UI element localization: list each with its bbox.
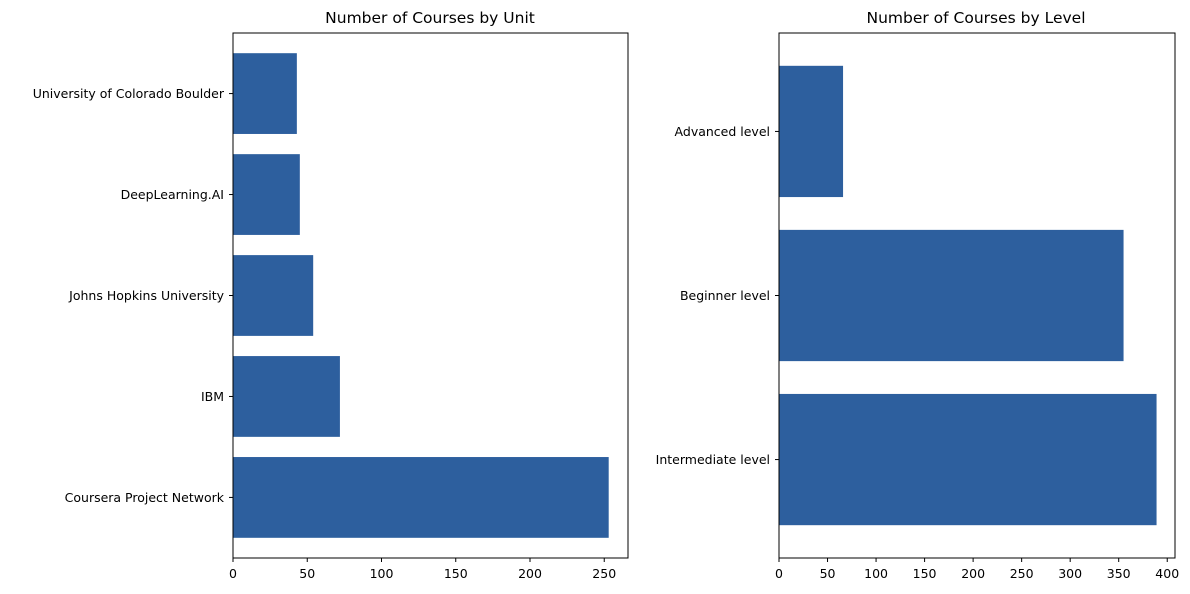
unit-xtick-label: 200 — [518, 566, 542, 581]
level-xtick-label: 0 — [775, 566, 783, 581]
unit-ytick-label: University of Colorado Boulder — [33, 86, 225, 101]
unit-ytick-label: Johns Hopkins University — [68, 288, 224, 303]
unit-bar — [233, 154, 300, 235]
unit-chart-panel: Number of Courses by Unit Coursera Proje… — [33, 9, 629, 581]
level-xtick-label: 100 — [864, 566, 888, 581]
level-ytick-label: Beginner level — [680, 288, 770, 303]
unit-xtick-label: 50 — [299, 566, 315, 581]
level-bar — [779, 65, 844, 198]
unit-xtick-label: 250 — [592, 566, 616, 581]
level-xtick-label: 350 — [1107, 566, 1131, 581]
unit-ytick-label: Coursera Project Network — [65, 490, 225, 505]
level-xtick-label: 200 — [961, 566, 985, 581]
level-ytick-label: Advanced level — [675, 124, 770, 139]
level-axes-frame — [778, 32, 1176, 559]
level-chart-title: Number of Courses by Level — [866, 9, 1085, 27]
level-xtick-label: 50 — [820, 566, 836, 581]
level-chart-panel: Number of Courses by Level Intermediate … — [656, 9, 1180, 581]
unit-bar — [233, 53, 297, 134]
level-xtick-label: 250 — [1010, 566, 1034, 581]
unit-bar — [233, 356, 340, 437]
unit-axes-frame — [232, 32, 629, 559]
level-bar — [779, 229, 1124, 362]
unit-xtick-label: 0 — [229, 566, 237, 581]
level-xtick-label: 400 — [1155, 566, 1179, 581]
level-ytick-label: Intermediate level — [656, 452, 770, 467]
level-xtick-label: 300 — [1058, 566, 1082, 581]
level-xtick-label: 150 — [913, 566, 937, 581]
level-bar — [779, 393, 1157, 526]
unit-ytick-label: DeepLearning.AI — [121, 187, 224, 202]
unit-chart-title: Number of Courses by Unit — [325, 9, 535, 27]
unit-bar — [233, 457, 609, 538]
unit-bar — [233, 255, 314, 336]
unit-ytick-label: IBM — [201, 389, 224, 404]
unit-xtick-label: 150 — [444, 566, 468, 581]
unit-xtick-label: 100 — [370, 566, 394, 581]
